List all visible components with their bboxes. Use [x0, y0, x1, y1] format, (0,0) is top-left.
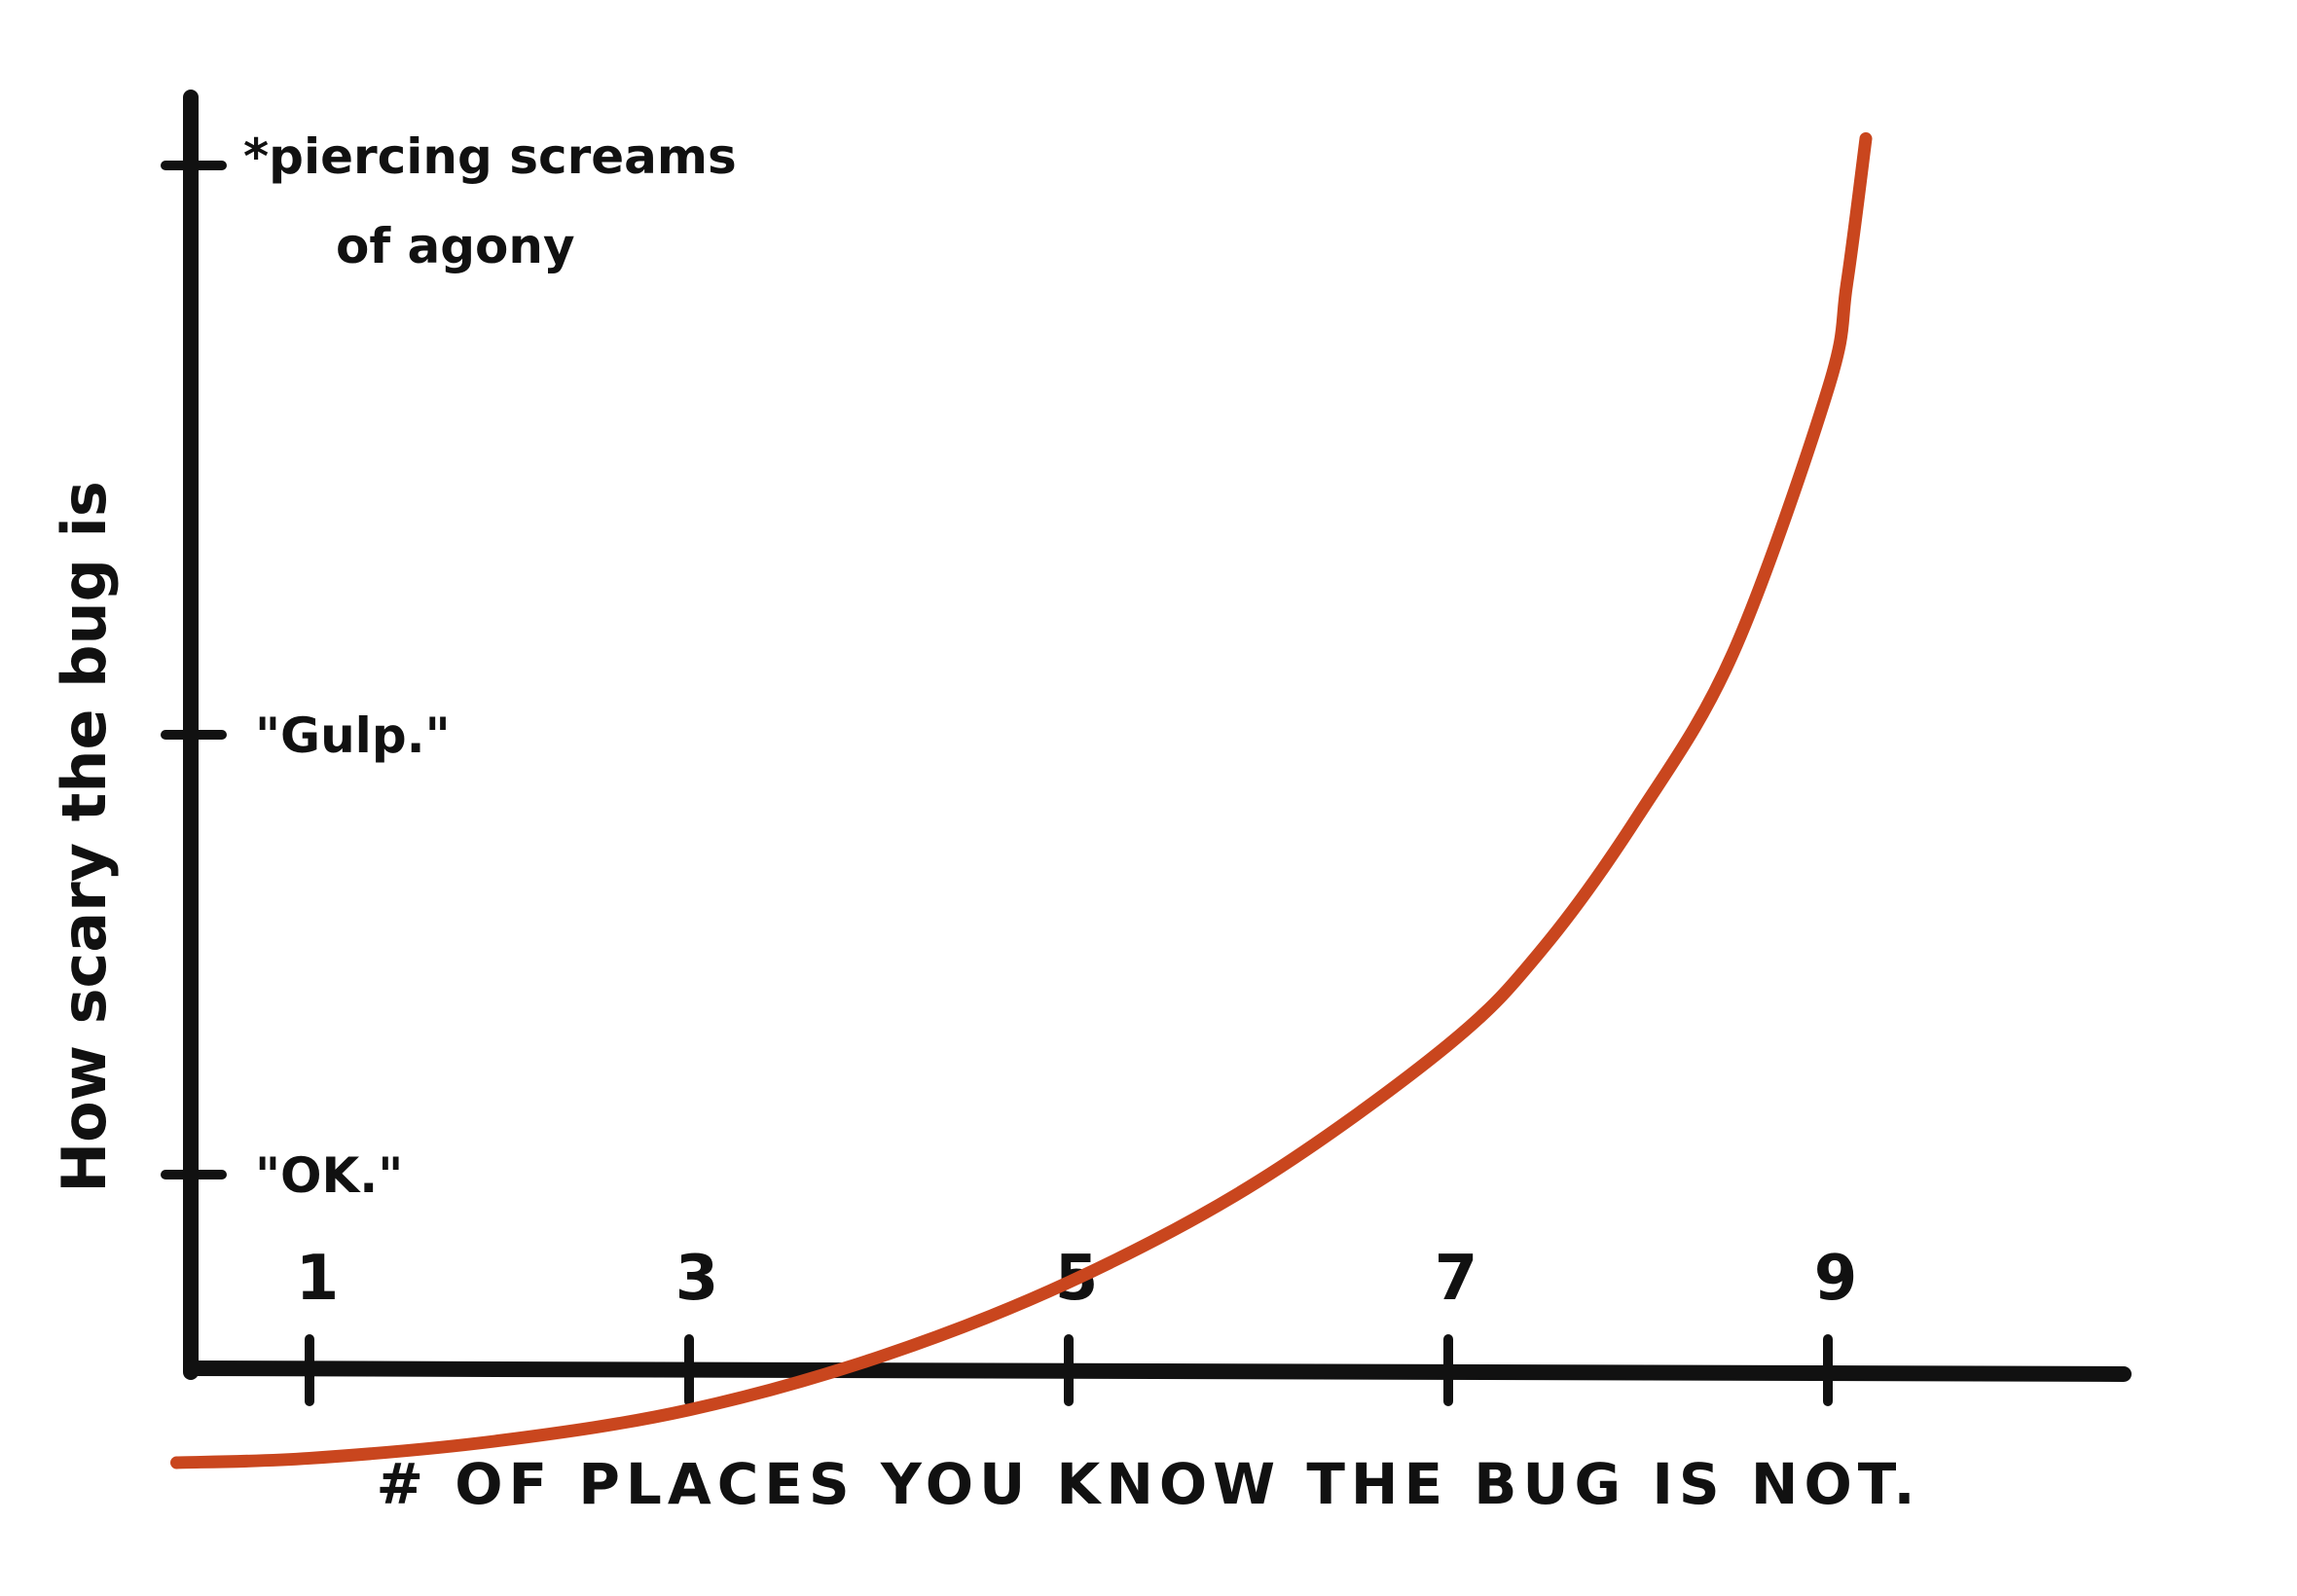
x-tick-label: 3: [675, 1243, 719, 1315]
y-tick-label: *piercing screams of agony: [243, 128, 737, 274]
x-axis-label: # OF PLACES YOU KNOW THE BUG IS NOT.: [376, 1451, 1920, 1517]
y-axis-label: How scary the bug is: [49, 481, 120, 1192]
series-layer: [170, 131, 1873, 1469]
x-tick-label: 1: [296, 1243, 340, 1315]
series-line: [170, 131, 1873, 1469]
axes: [183, 90, 2132, 1382]
x-tick-label: 9: [1814, 1243, 1858, 1315]
x-tick-label: 7: [1435, 1243, 1478, 1315]
x-axis-line: [183, 1360, 2132, 1382]
y-tick-label: "Gulp.": [255, 707, 451, 764]
y-tick-label: "OK.": [255, 1147, 403, 1204]
y-ticks: "OK." "Gulp." *piercing screams of agony: [161, 128, 737, 1204]
